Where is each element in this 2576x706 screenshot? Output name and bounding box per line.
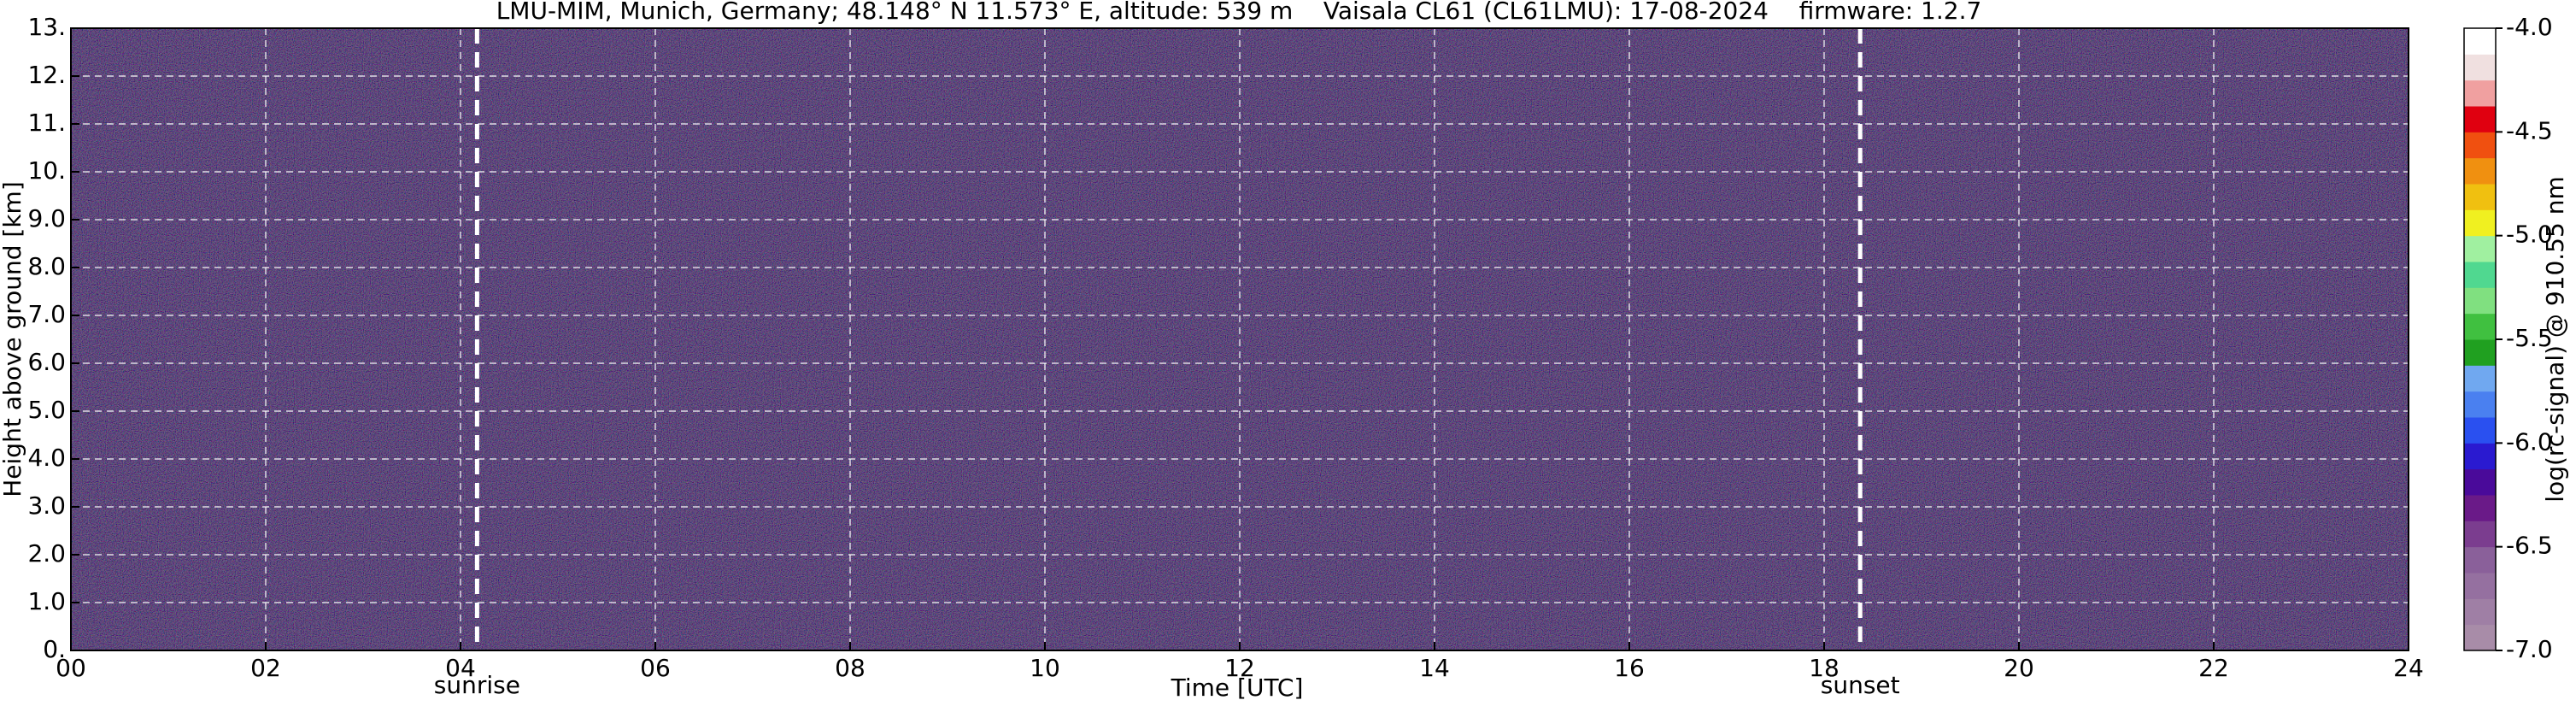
colorbar-swatch	[2464, 235, 2496, 262]
x-tick-label: 14	[1419, 654, 1450, 682]
colorbar-swatch	[2464, 262, 2496, 288]
colorbar-swatch	[2464, 598, 2496, 626]
y-tick-label: 12.	[27, 61, 66, 89]
x-axis-label: Time [UTC]	[1171, 674, 1304, 702]
x-tick-label: 06	[640, 654, 671, 682]
x-tick-label: 08	[835, 654, 866, 682]
colorbar-swatch	[2464, 521, 2496, 548]
x-tick-label: 10	[1030, 654, 1060, 682]
y-tick-label: 1.0	[27, 587, 66, 615]
x-tick-label: 18	[1809, 654, 1840, 682]
colorbar-swatch	[2464, 391, 2496, 418]
colorbar-tick-label: -5.5	[2506, 324, 2553, 352]
colorbar-swatch	[2464, 54, 2496, 81]
x-tick-label: 04	[445, 654, 476, 682]
colorbar-swatch	[2464, 79, 2496, 107]
chart-title: LMU-MIM, Munich, Germany; 48.148° N 11.5…	[496, 0, 1982, 25]
colorbar-swatch	[2464, 157, 2496, 185]
x-tick-label: 02	[250, 654, 281, 682]
colorbar-tick-label: -5.0	[2506, 221, 2553, 249]
colorbar-swatch	[2464, 495, 2496, 521]
colorbar-swatch	[2464, 287, 2496, 315]
colorbar-swatch	[2464, 106, 2496, 132]
colorbar-swatch	[2464, 365, 2496, 392]
x-tick-label: 22	[2198, 654, 2229, 682]
y-tick-label: 11.	[27, 109, 66, 137]
colorbar-tick-label: -6.0	[2506, 427, 2553, 456]
y-tick-label: 0.	[43, 635, 66, 663]
colorbar-tick-label: -4.5	[2506, 116, 2553, 144]
y-tick-label: 9.0	[27, 204, 66, 232]
colorbar-label: log(rc-signal) @ 910.55 nm	[2541, 176, 2569, 502]
colorbar-swatch	[2464, 417, 2496, 444]
colorbar-swatch	[2464, 624, 2496, 651]
colorbar-swatch	[2464, 313, 2496, 340]
y-tick-label: 7.0	[27, 300, 66, 328]
colorbar-tick-label: -6.5	[2506, 532, 2553, 560]
colorbar-swatch	[2464, 132, 2496, 159]
colorbar-swatch	[2464, 546, 2496, 574]
y-tick-label: 5.0	[27, 396, 66, 424]
y-tick-label: 4.0	[27, 444, 66, 472]
y-tick-label: 13.	[27, 13, 66, 41]
x-tick-label: 12	[1224, 654, 1255, 682]
y-tick-label: 8.0	[27, 252, 66, 280]
colorbar-swatch	[2464, 468, 2496, 496]
x-tick-label: 24	[2393, 654, 2424, 682]
x-tick-label: 16	[1614, 654, 1645, 682]
colorbar-swatch	[2464, 28, 2496, 55]
colorbar-swatch	[2464, 184, 2496, 210]
colorbar-swatch	[2464, 443, 2496, 470]
colorbar-tick-label: -4.0	[2506, 13, 2553, 41]
colorbar-swatch	[2464, 573, 2496, 599]
y-axis-label: Height above ground [km]	[0, 181, 26, 497]
x-tick-label: 00	[56, 654, 86, 682]
colorbar-tick-label: -7.0	[2506, 635, 2553, 663]
annotation-label: sunrise	[434, 671, 520, 699]
x-tick-label: 20	[2004, 654, 2034, 682]
y-tick-label: 2.0	[27, 539, 66, 568]
y-tick-label: 10.	[27, 156, 66, 185]
colorbar-swatch	[2464, 209, 2496, 237]
y-tick-label: 3.0	[27, 491, 66, 520]
colorbar-swatch	[2464, 339, 2496, 366]
y-tick-label: 6.0	[27, 348, 66, 376]
annotation-label: sunset	[1821, 671, 1900, 699]
